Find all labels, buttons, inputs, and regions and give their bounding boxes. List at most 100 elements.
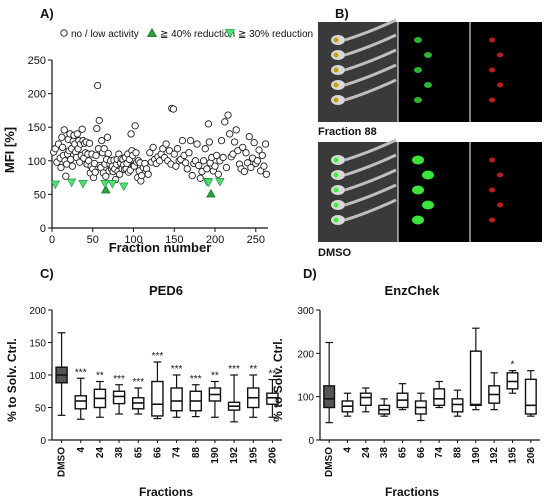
larva-liver-overlay <box>333 157 339 163</box>
scatter-x-tick-label: 100 <box>124 234 142 246</box>
scatter-point-no-activity <box>131 122 139 130</box>
boxplot-d-y-tick-label: 200 <box>297 349 314 360</box>
larva-tail-brightfield <box>344 183 397 207</box>
larva-liver-overlay <box>333 202 339 208</box>
boxplot-c-significance-label: *** <box>75 367 87 378</box>
scatter-point-30pct-reduction <box>203 178 214 188</box>
scatter-point-no-activity <box>127 130 135 138</box>
scatter-x-tick-label: 200 <box>206 234 224 246</box>
scatter-y-tick-label: 250 <box>28 55 46 67</box>
scatter-x-tick-label: 0 <box>49 234 55 246</box>
boxplot-c-box <box>266 392 279 405</box>
larva-red-fluorescence <box>497 202 503 208</box>
boxplot-c-box <box>74 395 88 410</box>
larva-green-fluorescence <box>412 185 424 195</box>
scatter-point-no-activity <box>183 165 191 173</box>
boxplot-c-significance-label: ** <box>211 371 219 382</box>
legend-marker-30pct <box>224 29 236 39</box>
larva-green-fluorescence <box>422 170 434 180</box>
boxplot-c-x-tick-label: 195 <box>248 447 259 464</box>
larva-red-fluorescence <box>489 37 495 43</box>
larva-liver-overlay <box>333 52 339 58</box>
legend-marker-no-activity <box>60 29 68 37</box>
larva-tail-brightfield <box>344 18 397 42</box>
boxplot-d-box <box>451 398 464 413</box>
scatter-point-no-activity <box>186 136 195 145</box>
scatter-y-tick-label: 100 <box>28 156 46 168</box>
boxplot-c-significance-label: ** <box>269 369 277 380</box>
scatter-y-tick-label: 50 <box>34 189 46 201</box>
boxplot-c-box <box>151 380 164 417</box>
boxplot-c-y-tick-label: 50 <box>35 404 47 415</box>
boxplot-d-x-tick-label: 88 <box>453 447 464 459</box>
dmso-larvae <box>331 138 503 225</box>
scatter-point-no-activity <box>155 157 164 165</box>
scatter-point-no-activity <box>165 147 174 155</box>
scatter-point-no-activity <box>204 120 213 128</box>
scatter-point-no-activity <box>162 140 170 148</box>
larva-green-fluorescence <box>414 37 422 43</box>
scatter-point-no-activity <box>217 136 226 145</box>
boxplot-d-x-tick-label: 195 <box>508 447 519 464</box>
panel-label-a: A) <box>40 6 54 21</box>
boxplot-d-x-tick-label: 38 <box>379 447 390 459</box>
scatter-point-no-activity <box>245 132 253 141</box>
scatter-point-no-activity <box>170 150 178 158</box>
scatter-point-30pct-reduction <box>107 179 118 189</box>
boxplot-d-x-tick-label: 4 <box>343 447 354 453</box>
scatter-point-no-activity <box>138 171 146 180</box>
scatter-point-no-activity <box>234 147 242 155</box>
boxplot-c-x-tick-label: 206 <box>267 447 278 464</box>
boxplot-c-significance-label: *** <box>228 364 240 375</box>
scatter-point-no-activity <box>98 136 106 145</box>
scatter-point-no-activity <box>214 170 222 178</box>
boxplot-c-x-tick-label: 88 <box>191 447 202 459</box>
scatter-point-no-activity <box>230 138 239 146</box>
scatter-x-tick-label: 150 <box>165 234 183 246</box>
scatter-y-tick-label: 0 <box>40 223 46 235</box>
scatter-point-30pct-reduction <box>119 182 129 192</box>
boxplot-d-x-tick-label: 24 <box>361 447 372 459</box>
scatter-point-no-activity <box>250 139 258 147</box>
larva-green-fluorescence <box>414 97 422 103</box>
scatter-point-no-activity <box>182 159 190 167</box>
boxplot-d-y-tick-label: 0 <box>308 436 314 447</box>
larva-tail-brightfield <box>344 168 397 192</box>
scatter-point-no-activity <box>205 138 213 146</box>
larva-red-fluorescence <box>497 52 503 58</box>
boxplot-c-significance-label: *** <box>152 351 164 362</box>
larva-tail-brightfield <box>344 153 397 177</box>
boxplot-d-x-tick-label: DMSO <box>324 447 335 477</box>
scatter-point-no-activity <box>60 126 68 134</box>
panel-label-d: D) <box>303 266 317 281</box>
boxplot-d-box <box>524 378 537 415</box>
boxplot-c-y-tick-label: 100 <box>29 371 46 382</box>
boxplot-c-significance-label: *** <box>171 364 183 375</box>
larva-tail-brightfield <box>344 78 397 102</box>
fraction88-caption: Fraction 88 <box>318 126 377 138</box>
scatter-point-40pct-reduction <box>101 184 111 194</box>
scatter-point-no-activity <box>149 143 157 152</box>
legend-marker-40pct <box>146 27 158 37</box>
legend-label-30pct: ≧ 30% reduction <box>238 29 313 40</box>
legend-label-40pct: ≧ 40% reduction <box>160 29 235 40</box>
scatter-point-no-activity <box>222 163 231 172</box>
larva-green-fluorescence <box>424 82 432 88</box>
boxplot-c-x-tick-label: 65 <box>133 447 144 459</box>
boxplot-c-x-axis-label: Fractions <box>139 485 193 499</box>
boxplot-c-x-tick-label: 192 <box>229 447 240 464</box>
scatter-panel-a: no / low activity ≧ 40% reduction ≧ 30% re… <box>2 27 313 255</box>
scatter-point-no-activity <box>102 172 110 180</box>
scatter-x-axis-label: Fraction number <box>109 240 212 255</box>
legend-label-no-activity: no / low activity <box>71 29 139 40</box>
boxplot-c-x-tick-label: 74 <box>172 447 183 459</box>
scatter-point-no-activity <box>201 145 209 153</box>
boxplot-c-x-tick-label: 38 <box>114 447 125 459</box>
boxplot-d-box <box>359 392 372 407</box>
boxplot-c-x-tick-label: 66 <box>152 447 163 459</box>
boxplot-d-title: EnzChek <box>385 283 441 298</box>
dmso-caption: DMSO <box>318 247 351 259</box>
larva-green-fluorescence <box>422 200 434 210</box>
larva-green-fluorescence <box>412 215 424 225</box>
